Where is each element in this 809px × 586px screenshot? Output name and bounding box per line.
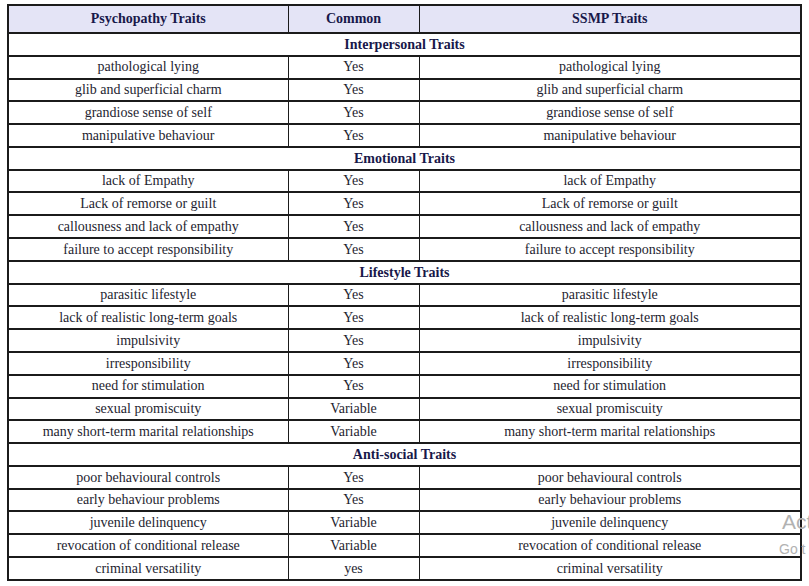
common-cell: Yes — [288, 101, 419, 124]
ssmp-cell: lack of Empathy — [419, 170, 801, 193]
common-cell: Yes — [288, 466, 419, 489]
common-cell: Yes — [288, 56, 419, 79]
table-row: pathological lyingYespathological lying — [8, 56, 801, 79]
section-row: Anti-social Traits — [8, 443, 801, 466]
table-row: callousness and lack of empathyYescallou… — [8, 215, 801, 238]
table-row: glib and superficial charmYesglib and su… — [8, 79, 801, 102]
trait-cell: parasitic lifestyle — [8, 284, 288, 307]
ssmp-cell: irresponsibility — [419, 352, 801, 375]
table-row: manipulative behaviourYesmanipulative be… — [8, 124, 801, 147]
common-cell: Yes — [288, 489, 419, 512]
section-row: Emotional Traits — [8, 147, 801, 170]
common-cell: Variable — [288, 534, 419, 557]
ssmp-cell: many short-term marital relationships — [419, 420, 801, 443]
common-cell: Yes — [288, 215, 419, 238]
ssmp-cell: impulsivity — [419, 329, 801, 352]
table-row: failure to accept responsibilityYesfailu… — [8, 238, 801, 261]
ssmp-cell: poor behavioural controls — [419, 466, 801, 489]
common-cell: Yes — [288, 329, 419, 352]
table-row: many short-term marital relationshipsVar… — [8, 420, 801, 443]
section-title: Anti-social Traits — [8, 443, 801, 466]
common-cell: Yes — [288, 284, 419, 307]
traits-comparison-table: Psychopathy Traits Common SSMP Traits In… — [7, 4, 802, 581]
common-cell: Variable — [288, 511, 419, 534]
ssmp-cell: early behaviour problems — [419, 489, 801, 512]
table-row: early behaviour problemsYesearly behavio… — [8, 489, 801, 512]
section-title: Emotional Traits — [8, 147, 801, 170]
ssmp-cell: pathological lying — [419, 56, 801, 79]
ssmp-cell: Lack of remorse or guilt — [419, 192, 801, 215]
trait-cell: glib and superficial charm — [8, 79, 288, 102]
table-row: parasitic lifestyleYesparasitic lifestyl… — [8, 284, 801, 307]
table-row: Lack of remorse or guiltYesLack of remor… — [8, 192, 801, 215]
table-row: juvenile delinquencyVariablejuvenile del… — [8, 511, 801, 534]
ssmp-cell: revocation of conditional release — [419, 534, 801, 557]
trait-cell: revocation of conditional release — [8, 534, 288, 557]
ssmp-cell: lack of realistic long-term goals — [419, 306, 801, 329]
trait-cell: manipulative behaviour — [8, 124, 288, 147]
ssmp-cell: need for stimulation — [419, 375, 801, 398]
table-row: lack of EmpathyYeslack of Empathy — [8, 170, 801, 193]
table-row: criminal versatilityyescriminal versatil… — [8, 557, 801, 580]
ssmp-cell: glib and superficial charm — [419, 79, 801, 102]
table-row: sexual promiscuityVariablesexual promisc… — [8, 398, 801, 421]
trait-cell: need for stimulation — [8, 375, 288, 398]
trait-cell: early behaviour problems — [8, 489, 288, 512]
section-title: Lifestyle Traits — [8, 261, 801, 284]
table-row: revocation of conditional releaseVariabl… — [8, 534, 801, 557]
trait-cell: poor behavioural controls — [8, 466, 288, 489]
trait-cell: pathological lying — [8, 56, 288, 79]
table-row: poor behavioural controlsYespoor behavio… — [8, 466, 801, 489]
trait-cell: failure to accept responsibility — [8, 238, 288, 261]
trait-cell: Lack of remorse or guilt — [8, 192, 288, 215]
table-row: irresponsibilityYesirresponsibility — [8, 352, 801, 375]
common-cell: Yes — [288, 192, 419, 215]
trait-cell: many short-term marital relationships — [8, 420, 288, 443]
trait-cell: sexual promiscuity — [8, 398, 288, 421]
column-header-psychopathy-traits: Psychopathy Traits — [8, 5, 288, 33]
common-cell: yes — [288, 557, 419, 580]
section-title: Interpersonal Traits — [8, 33, 801, 56]
traits-table-body: Interpersonal Traitspathological lyingYe… — [8, 33, 801, 580]
trait-cell: lack of Empathy — [8, 170, 288, 193]
ssmp-cell: juvenile delinquency — [419, 511, 801, 534]
column-header-common: Common — [288, 5, 419, 33]
table-row: impulsivityYesimpulsivity — [8, 329, 801, 352]
trait-cell: callousness and lack of empathy — [8, 215, 288, 238]
trait-cell: juvenile delinquency — [8, 511, 288, 534]
ssmp-cell: sexual promiscuity — [419, 398, 801, 421]
ssmp-cell: callousness and lack of empathy — [419, 215, 801, 238]
trait-cell: grandiose sense of self — [8, 101, 288, 124]
trait-cell: irresponsibility — [8, 352, 288, 375]
ssmp-cell: failure to accept responsibility — [419, 238, 801, 261]
common-cell: Yes — [288, 124, 419, 147]
section-row: Interpersonal Traits — [8, 33, 801, 56]
common-cell: Yes — [288, 238, 419, 261]
common-cell: Yes — [288, 375, 419, 398]
table-row: need for stimulationYesneed for stimulat… — [8, 375, 801, 398]
trait-cell: impulsivity — [8, 329, 288, 352]
table-row: grandiose sense of selfYesgrandiose sens… — [8, 101, 801, 124]
common-cell: Yes — [288, 170, 419, 193]
trait-cell: criminal versatility — [8, 557, 288, 580]
common-cell: Variable — [288, 420, 419, 443]
common-cell: Yes — [288, 306, 419, 329]
header-row: Psychopathy Traits Common SSMP Traits — [8, 5, 801, 33]
section-row: Lifestyle Traits — [8, 261, 801, 284]
ssmp-cell: criminal versatility — [419, 557, 801, 580]
ssmp-cell: manipulative behaviour — [419, 124, 801, 147]
ssmp-cell: grandiose sense of self — [419, 101, 801, 124]
common-cell: Variable — [288, 398, 419, 421]
ssmp-cell: parasitic lifestyle — [419, 284, 801, 307]
trait-cell: lack of realistic long-term goals — [8, 306, 288, 329]
screenshot-canvas: Psychopathy Traits Common SSMP Traits In… — [0, 0, 809, 586]
table-row: lack of realistic long-term goalsYeslack… — [8, 306, 801, 329]
common-cell: Yes — [288, 352, 419, 375]
common-cell: Yes — [288, 79, 419, 102]
column-header-ssmp-traits: SSMP Traits — [419, 5, 801, 33]
